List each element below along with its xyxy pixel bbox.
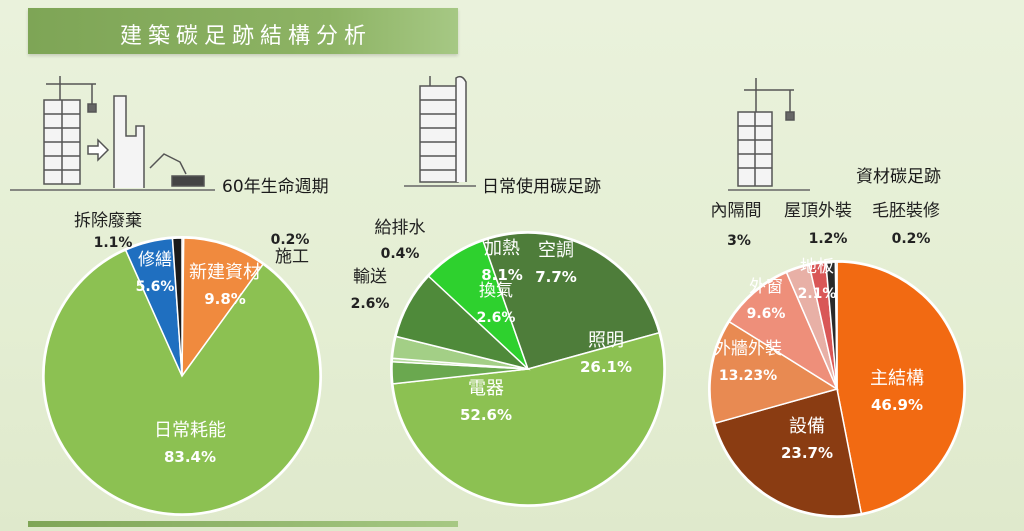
slice-value-label: 5.6% xyxy=(136,279,175,295)
skyscraper-illustration xyxy=(404,75,476,187)
bottom-divider xyxy=(28,521,458,527)
slice-value-label: 0.2% xyxy=(892,231,931,247)
pie-slice xyxy=(181,237,265,379)
slice-label: 給排水 xyxy=(375,218,426,238)
slice-label: 設備 xyxy=(789,416,825,437)
slice-label: 地板 xyxy=(800,257,834,277)
slice-label: 修繕 xyxy=(138,250,172,270)
slice-label: 電器 xyxy=(468,378,504,399)
slice-value-label: 2.1% xyxy=(798,286,837,302)
pie-slice xyxy=(728,271,839,391)
slice-value-label: 23.7% xyxy=(781,444,833,462)
pie-slice xyxy=(482,232,661,370)
pie-slice xyxy=(713,388,863,517)
material-label: 資材碳足跡 xyxy=(856,167,941,187)
pie-slice xyxy=(709,320,839,425)
pie-slice xyxy=(395,275,531,371)
slice-value-label: 52.6% xyxy=(460,406,512,424)
demolition-illustration xyxy=(10,76,215,191)
slice-value-label: 83.4% xyxy=(164,448,216,466)
pie-slice xyxy=(43,249,321,515)
pie-slice xyxy=(171,237,183,377)
slice-value-label: 7.7% xyxy=(535,268,577,286)
slice-value-label: 8.1% xyxy=(481,266,523,284)
title-bar: 建築碳足跡結構分析 xyxy=(28,8,458,54)
slice-label: 主結構 xyxy=(870,368,924,389)
slice-value-label: 13.23% xyxy=(719,368,777,384)
slice-value-label: 26.1% xyxy=(580,358,632,376)
slice-label: 屋頂外裝 xyxy=(784,201,852,221)
slice-value-label: 2.6% xyxy=(351,296,390,312)
slice-value-label: 3% xyxy=(727,233,751,249)
slice-label: 外牆外裝 xyxy=(714,339,782,359)
slice-value-label: 9.6% xyxy=(747,306,786,322)
slice-label: 毛胚裝修 xyxy=(872,201,940,221)
pie-charts: 日常耗能83.4%修繕5.6%拆除廢棄1.1%新建資材9.8%施工0.2%電器5… xyxy=(42,201,966,518)
slice-label: 加熱 xyxy=(484,238,520,259)
pie-chart-3: 主結構 46.9% 設備 23.7% 外牆外裝 13.23% 外窗 9.6% 內隔間 3% 地板 2.… xyxy=(708,201,966,518)
slice-label: 拆除廢棄 xyxy=(74,211,142,231)
slice-label: 施工 xyxy=(275,247,309,267)
slice-label: 日常耗能 xyxy=(154,420,226,441)
slice-label: 輸送 xyxy=(353,267,387,287)
slice-value-label: 0.2% xyxy=(271,232,310,248)
slice-label: 內隔間 xyxy=(711,201,762,221)
slice-label: 照明 xyxy=(588,330,624,351)
construction-illustration xyxy=(728,78,810,191)
slice-label: 外窗 xyxy=(749,277,783,297)
pie-slice xyxy=(391,331,665,506)
slice-value-label: 46.9% xyxy=(871,396,923,414)
slice-label: 新建資材 xyxy=(189,262,261,283)
slice-value-label: 0.4% xyxy=(381,246,420,262)
pie-slice xyxy=(834,261,838,390)
slice-label: 空調 xyxy=(538,240,574,261)
slice-value-label: 1.2% xyxy=(809,231,848,247)
pie-slice xyxy=(836,261,965,515)
daily-label: 日常使用碳足跡 xyxy=(482,177,601,197)
slice-value-label: 2.6% xyxy=(477,310,516,326)
lifecycle-label: 60年生命週期 xyxy=(222,177,329,197)
page-title: 建築碳足跡結構分析 xyxy=(120,24,373,49)
slice-label: 換氣 xyxy=(479,281,513,301)
pie-chart-2: 電器 52.6% 輸送 2.6% 給排水 0.4% 換氣 2.6% 加熱 8.1% 空調 7.7% 照明… xyxy=(351,218,666,507)
slice-value-label: 9.8% xyxy=(204,290,246,308)
slice-value-label: 1.1% xyxy=(94,235,133,251)
pie-chart-1: 日常耗能 83.4% 修繕 5.6% 拆除廢棄 1.1% 新建資材 9.8% 施工0.2% xyxy=(42,211,322,516)
